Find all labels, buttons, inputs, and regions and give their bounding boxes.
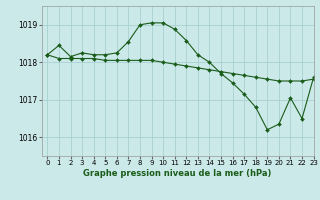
X-axis label: Graphe pression niveau de la mer (hPa): Graphe pression niveau de la mer (hPa)	[84, 169, 272, 178]
